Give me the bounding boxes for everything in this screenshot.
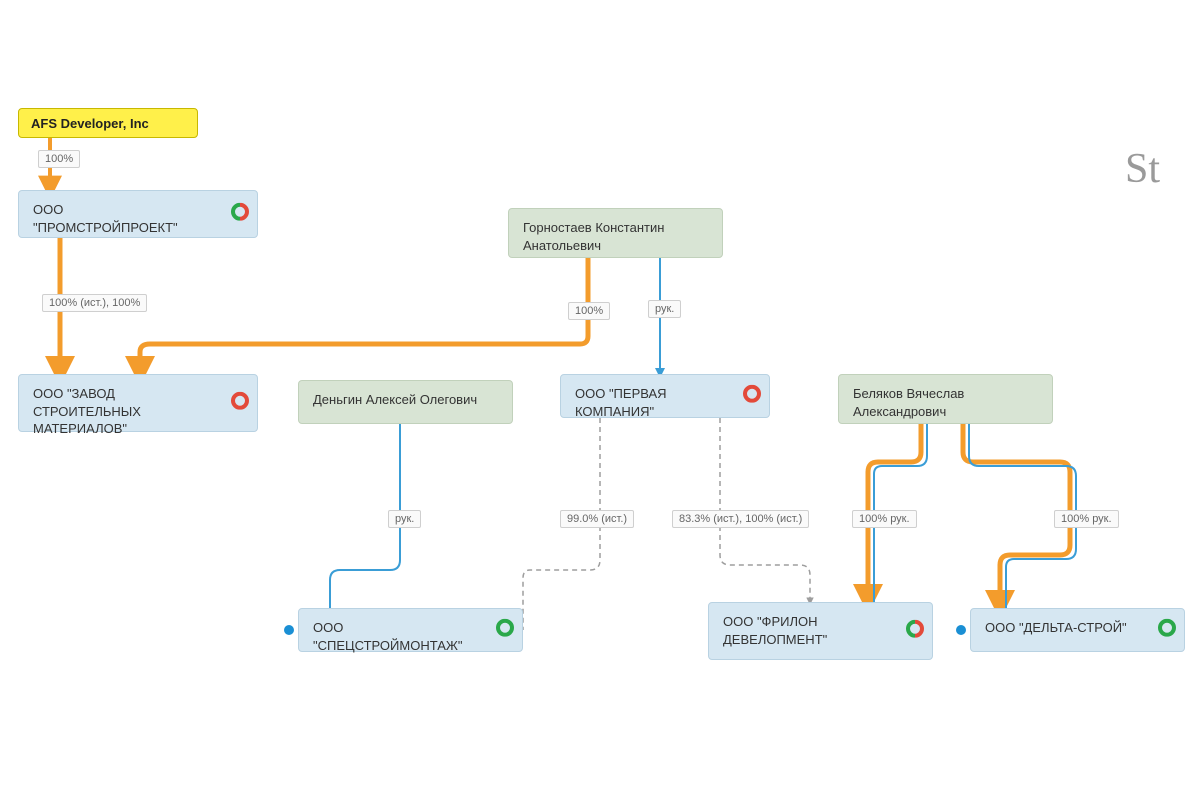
edge-label-e9b: 100% рук. [1054, 510, 1119, 528]
edge-label-e1: 100% [38, 150, 80, 168]
node-label: ООО "ДЕЛЬТА-СТРОЙ" [985, 619, 1127, 637]
marker-dot [284, 625, 294, 635]
node-label: ООО "СПЕЦСТРОЙМОНТАЖ" [313, 619, 483, 654]
node-root: AFS Developer, Inc [18, 108, 198, 138]
node-n_deng: Деньгин Алексей Олегович [298, 380, 513, 424]
edge-label-e4: рук. [648, 300, 681, 318]
edge-label-e5: рук. [388, 510, 421, 528]
node-n_zsm: ООО "ЗАВОД СТРОИТЕЛЬНЫХ МАТЕРИАЛОВ" [18, 374, 258, 432]
node-label: Деньгин Алексей Олегович [313, 391, 477, 409]
node-n_ds: ООО "ДЕЛЬТА-СТРОЙ" [970, 608, 1185, 652]
node-label: AFS Developer, Inc [31, 115, 149, 133]
node-n_gorn: Горностаев Константин Анатольевич [508, 208, 723, 258]
status-icon [743, 385, 761, 408]
node-n_bel: Беляков Вячеслав Александрович [838, 374, 1053, 424]
node-label: Горностаев Константин Анатольевич [523, 219, 693, 254]
node-label: ООО "ЗАВОД СТРОИТЕЛЬНЫХ МАТЕРИАЛОВ" [33, 385, 203, 438]
edge-label-e8b: 100% рук. [852, 510, 917, 528]
ownership-diagram: AFS Developer, Inc ООО "ПРОМСТРОЙПРОЕКТ" Г… [0, 0, 1200, 800]
status-icon [1158, 619, 1176, 642]
node-n_fd: ООО "ФРИЛОН ДЕВЕЛОПМЕНТ" [708, 602, 933, 660]
node-n_pk: ООО "ПЕРВАЯ КОМПАНИЯ" [560, 374, 770, 418]
node-label: Беляков Вячеслав Александрович [853, 385, 1023, 420]
status-icon [231, 392, 249, 415]
watermark: St [1125, 145, 1160, 193]
node-label: ООО "ФРИЛОН ДЕВЕЛОПМЕНТ" [723, 613, 893, 648]
status-icon [906, 620, 924, 643]
status-icon [231, 203, 249, 226]
edge-label-e7: 83.3% (ист.), 100% (ист.) [672, 510, 809, 528]
edge-e3 [140, 258, 588, 374]
node-label: ООО "ПРОМСТРОЙПРОЕКТ" [33, 201, 203, 236]
edge-label-e3: 100% [568, 302, 610, 320]
status-icon [496, 619, 514, 642]
edge-label-e2: 100% (ист.), 100% [42, 294, 147, 312]
node-n_psp: ООО "ПРОМСТРОЙПРОЕКТ" [18, 190, 258, 238]
edge-label-e6: 99.0% (ист.) [560, 510, 634, 528]
node-n_ssm: ООО "СПЕЦСТРОЙМОНТАЖ" [298, 608, 523, 652]
marker-dot [956, 625, 966, 635]
node-label: ООО "ПЕРВАЯ КОМПАНИЯ" [575, 385, 745, 420]
